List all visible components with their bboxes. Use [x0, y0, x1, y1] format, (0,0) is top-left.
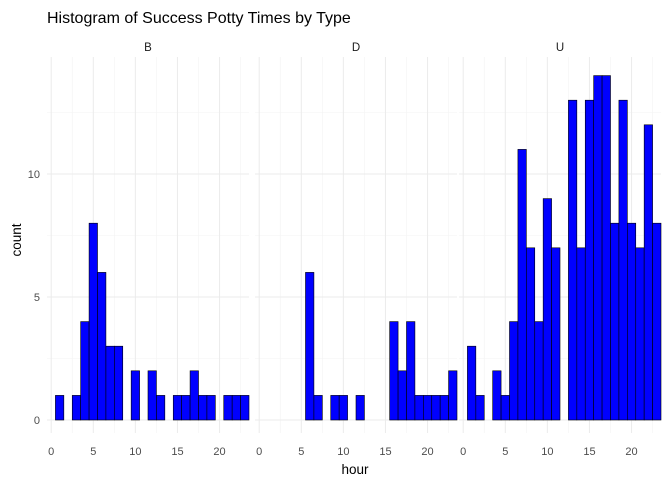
x-tick-label: 20 [421, 446, 433, 458]
histogram-bar [584, 99, 594, 421]
facet-panel-B: B 0 5 10 15 20 [47, 42, 250, 458]
histogram-bar [305, 272, 315, 421]
histogram-bar [338, 395, 348, 421]
histogram-bar [551, 247, 561, 421]
histogram-bar [313, 395, 323, 421]
x-tick-label: 10 [541, 446, 553, 458]
x-axis-title: hour [341, 462, 369, 477]
histogram-bar [355, 395, 365, 421]
histogram-bar [389, 321, 399, 421]
histogram-bar [172, 395, 182, 421]
histogram-bar [71, 395, 81, 421]
histogram-bar [568, 99, 578, 421]
histogram-bar [97, 272, 107, 421]
y-tick-label: 0 [34, 415, 40, 427]
facet-strip-label: D [352, 42, 360, 54]
histogram-bar [105, 345, 115, 421]
histogram-bar [189, 370, 199, 421]
histogram-bar [593, 75, 603, 421]
x-tick-label: 0 [460, 446, 466, 458]
histogram-bar [509, 321, 519, 421]
histogram-bar [467, 345, 477, 421]
histogram-bar [517, 149, 527, 421]
histogram-bar [627, 222, 637, 421]
histogram-bar [156, 395, 166, 421]
histogram-bar [526, 247, 536, 421]
histogram-bar [114, 345, 124, 421]
x-tick-label: 20 [213, 446, 225, 458]
histogram-bar [439, 395, 449, 421]
y-axis: 0 5 10 [28, 169, 40, 427]
histogram-bar [198, 395, 208, 421]
histogram-bar [130, 370, 140, 421]
histogram-bar [431, 395, 441, 421]
histogram-bar [601, 75, 611, 421]
histogram-bar [500, 395, 510, 421]
histogram-bar [652, 222, 662, 421]
x-tick-label: 5 [502, 446, 508, 458]
histogram-bar [534, 321, 544, 421]
x-tick-label: 15 [171, 446, 183, 458]
histogram-bar [223, 395, 233, 421]
chart-title: Histogram of Success Potty Times by Type [47, 10, 351, 27]
histogram-bar [397, 370, 407, 421]
histogram-bar [330, 395, 340, 421]
x-tick-label: 15 [583, 446, 595, 458]
x-tick-label: 0 [48, 446, 54, 458]
histogram-bar [206, 395, 216, 421]
facet-strip-label: U [556, 42, 564, 54]
histogram-bar [492, 370, 502, 421]
x-tick-label: 5 [298, 446, 304, 458]
x-tick-label: 10 [337, 446, 349, 458]
histogram-bar [475, 395, 485, 421]
histogram-bar [414, 395, 424, 421]
y-tick-label: 10 [28, 169, 40, 181]
histogram-bar [618, 99, 628, 421]
histogram-bar [88, 222, 98, 421]
x-tick-label: 0 [256, 446, 262, 458]
x-tick-label: 5 [90, 446, 96, 458]
histogram-bar [80, 321, 90, 421]
histogram-bar [542, 198, 552, 421]
histogram-bar [231, 395, 241, 421]
histogram-bar [643, 124, 653, 421]
histogram-bar [610, 222, 620, 421]
histogram-bar [448, 370, 458, 421]
histogram-bar [635, 247, 645, 421]
y-axis-title: count [9, 223, 24, 256]
histogram-bar [406, 321, 416, 421]
histogram-bar [55, 395, 65, 421]
histogram-bar [576, 247, 586, 421]
histogram-bar [181, 395, 191, 421]
histogram-bar [423, 395, 433, 421]
x-tick-label: 10 [129, 446, 141, 458]
facet-panel-U: U 0 5 10 15 20 [459, 42, 662, 458]
facet-panels: B 0 5 10 15 20 D 0 5 10 15 20 U 0 5 10 15 20 [47, 42, 662, 458]
x-tick-label: 15 [379, 446, 391, 458]
x-tick-label: 20 [625, 446, 637, 458]
facet-strip-label: B [144, 42, 152, 54]
histogram-bar [240, 395, 250, 421]
histogram-bar [147, 370, 157, 421]
y-tick-label: 5 [34, 292, 40, 304]
facet-panel-D: D 0 5 10 15 20 [255, 42, 458, 458]
